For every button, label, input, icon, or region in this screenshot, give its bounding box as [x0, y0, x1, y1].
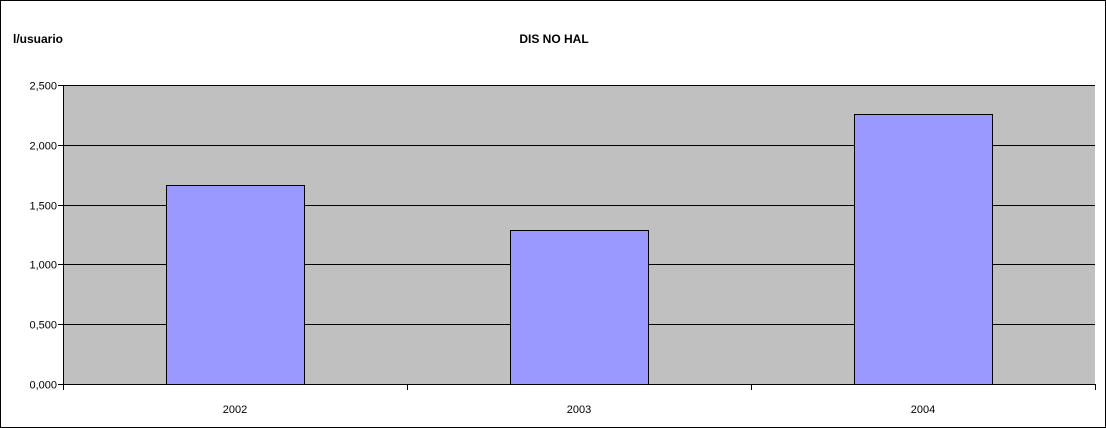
bar	[166, 185, 305, 385]
x-tick-label: 2003	[567, 404, 591, 416]
y-tick-label: 0,000	[29, 380, 57, 392]
y-tick-label: 1,500	[29, 201, 57, 213]
x-tick-label: 2004	[911, 404, 935, 416]
x-tick-label: 2002	[223, 404, 247, 416]
y-tick-label: 2,500	[29, 81, 57, 93]
y-tick-label: 1,000	[29, 260, 57, 272]
bar	[510, 230, 649, 385]
plot-area: 0,000 0,500 1,000 1,500 2,000 2,500 2002 2003 20…	[29, 81, 1096, 416]
y-tick-label: 0,500	[29, 320, 57, 332]
y-axis-label: l/usuario	[13, 32, 63, 46]
bar	[854, 114, 993, 385]
y-tick-label: 2,000	[29, 141, 57, 153]
chart-title: DIS NO HAL	[519, 32, 588, 46]
